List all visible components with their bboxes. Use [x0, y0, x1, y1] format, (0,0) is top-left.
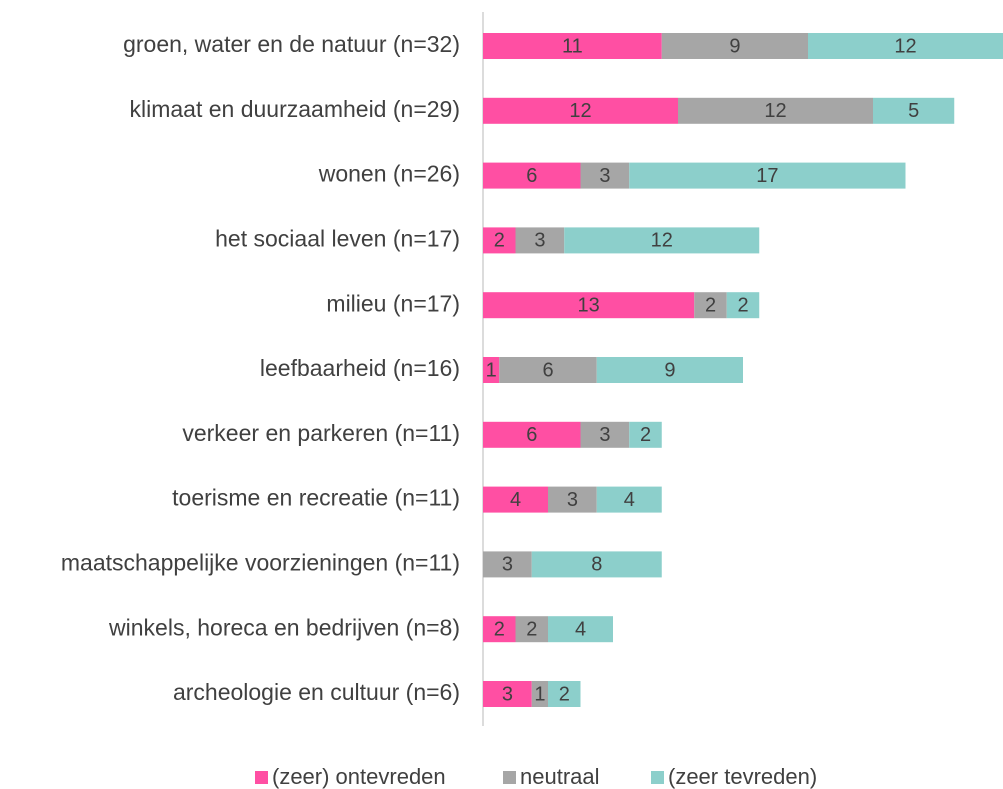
value-label: 2 — [559, 683, 570, 705]
bar-segment — [483, 97, 678, 124]
value-label: 1 — [486, 359, 497, 381]
bar-segment — [629, 421, 662, 448]
bar-segment — [564, 227, 760, 254]
bar-segment — [726, 292, 760, 319]
bar-segment — [596, 486, 662, 513]
value-label: 3 — [567, 489, 578, 511]
bar-segment — [483, 486, 548, 513]
bar-segment — [515, 616, 548, 643]
bar-segment — [678, 97, 873, 124]
value-label: 3 — [502, 554, 513, 576]
category-label: klimaat en duurzaamheid (n=29) — [130, 96, 461, 122]
bar-segment — [661, 33, 808, 59]
legend-swatch — [651, 771, 664, 784]
category-label: maatschappelijke voorzieningen (n=11) — [61, 549, 460, 575]
bar-segment — [483, 551, 532, 578]
bar-segment — [808, 33, 1003, 59]
legend-swatch — [255, 771, 268, 784]
bar-segment — [483, 681, 532, 707]
value-label: 2 — [526, 618, 537, 640]
bar-segment — [629, 162, 906, 189]
value-label: 12 — [651, 230, 673, 252]
value-label: 9 — [729, 35, 740, 57]
value-label: 4 — [510, 489, 521, 511]
value-label: 2 — [737, 294, 748, 316]
bar-segment — [499, 357, 597, 383]
value-label: 6 — [526, 424, 537, 446]
value-label: 6 — [542, 359, 553, 381]
legend-label: (zeer) ontevreden — [272, 764, 446, 789]
value-label: 12 — [569, 100, 591, 122]
category-label: winkels, horeca en bedrijven (n=8) — [108, 614, 460, 640]
value-label: 13 — [578, 294, 600, 316]
value-label: 17 — [756, 165, 778, 187]
category-label: archeologie en cultuur (n=6) — [173, 679, 460, 705]
bar-segment — [873, 97, 955, 124]
value-label: 4 — [575, 618, 586, 640]
value-label: 1 — [534, 683, 545, 705]
value-label: 3 — [599, 424, 610, 446]
value-label: 12 — [894, 35, 916, 57]
bar-segment — [515, 227, 565, 254]
legend-swatch — [503, 771, 516, 784]
value-label: 3 — [534, 230, 545, 252]
category-label: het sociaal leven (n=17) — [215, 225, 460, 251]
bar-segment — [580, 162, 630, 189]
bar-segment — [483, 162, 581, 189]
value-label: 2 — [494, 618, 505, 640]
value-label: 11 — [562, 35, 583, 57]
bar-segment — [548, 681, 581, 707]
category-label: toerisme en recreatie (n=11) — [172, 485, 460, 511]
legend-label: (zeer tevreden) — [668, 764, 817, 789]
bar-segment — [694, 292, 727, 319]
bar-segment — [483, 421, 581, 448]
value-label: 3 — [599, 165, 610, 187]
value-label: 9 — [664, 359, 675, 381]
value-label: 2 — [640, 424, 651, 446]
value-label: 12 — [764, 100, 786, 122]
bar-segment — [596, 357, 743, 383]
value-label: 2 — [494, 230, 505, 252]
legend-label: neutraal — [520, 764, 600, 789]
bar-segment — [531, 551, 662, 578]
bar-segment — [580, 421, 630, 448]
value-label: 8 — [591, 554, 602, 576]
category-label: verkeer en parkeren (n=11) — [182, 420, 460, 446]
value-label: 3 — [502, 683, 513, 705]
category-label: leefbaarheid (n=16) — [260, 355, 460, 381]
category-label: wonen (n=26) — [318, 161, 460, 187]
bar-segment — [531, 681, 548, 707]
bar-segment — [483, 357, 500, 383]
category-label: groen, water en de natuur (n=32) — [123, 31, 460, 57]
value-label: 4 — [624, 489, 635, 511]
value-label: 6 — [526, 165, 537, 187]
bar-segment — [548, 486, 597, 513]
value-label: 2 — [705, 294, 716, 316]
bar-segment — [548, 616, 613, 643]
bar-segment — [483, 33, 662, 59]
value-label: 5 — [908, 100, 919, 122]
category-label: milieu (n=17) — [326, 290, 460, 316]
bar-segment — [483, 227, 516, 254]
bar-segment — [483, 616, 516, 643]
bar-segment — [483, 292, 695, 319]
